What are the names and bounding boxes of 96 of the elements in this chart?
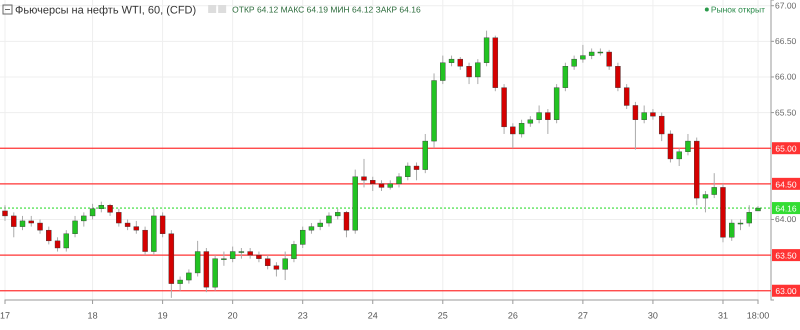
candlestick [361,158,367,188]
candlestick [230,246,236,263]
candlestick [378,180,384,192]
candlestick [54,236,60,252]
candlestick [264,254,270,270]
candlestick [221,251,227,266]
candlestick [518,119,524,138]
candlestick [588,48,594,60]
x-tick-label: 17 [0,310,10,321]
candlestick [685,133,691,156]
candlestick [545,108,551,134]
candlestick [510,122,516,149]
ref-line-label: 64.16 [775,204,797,214]
x-tick-label: 30 [648,310,658,321]
candlestick [64,230,69,252]
chart-title: Фьючерсы на нефть WTI, 60, (CFD) [15,4,196,16]
candlestick [2,204,8,222]
y-tick-label: 66.00 [775,72,797,82]
candlestick [388,180,393,190]
x-tick-label: 31 [718,310,728,321]
candlestick [256,251,262,263]
candlestick [160,212,166,238]
candlestick [318,218,323,231]
candlestick [738,218,744,231]
candlestick [641,104,647,124]
ref-line-label: 64.50 [775,179,797,190]
ref-line-label: 65.00 [775,144,797,154]
annotation: Рынок открыт [710,4,766,14]
candlestick [116,208,122,228]
candlestick [308,222,314,234]
x-tick-label: 24 [368,310,378,321]
candlestick [676,148,682,167]
candlestick [658,112,664,142]
candlestick [528,116,534,128]
x-tick-label: 27 [578,310,588,321]
x-tick-label: 23 [298,310,308,321]
candlestick [396,172,402,188]
candlestick [28,215,34,228]
candlestick [81,212,86,228]
candlestick [291,240,297,263]
candlestick [458,56,463,70]
candlestick [238,247,244,260]
candlestick [536,104,542,124]
ref-line-label: 63.00 [775,286,797,296]
candlestick [142,226,148,256]
candlestick [414,162,420,181]
candlestick [247,247,253,260]
candlestick [20,215,26,231]
candlestick [124,218,130,231]
x-tick-label: 25 [438,310,448,321]
candlestick [606,49,612,70]
candlestick [571,55,577,70]
candlestick [580,44,586,64]
candlestick [615,62,621,92]
y-tick-label: 67.00 [775,0,797,10]
candlestick [650,108,656,120]
x-tick-label: 18 [88,310,98,321]
candlestick [624,84,630,110]
candlestick [134,220,140,234]
candlestick [300,226,306,248]
candlestick [11,212,16,238]
y-tick-label: 65.50 [775,107,797,118]
candlestick [98,201,104,213]
candlestick [107,203,113,216]
candlestick [282,251,288,281]
candlestick [405,162,410,181]
candlestick [90,203,96,220]
candlestick [746,204,752,228]
y-tick-label: 64.00 [775,214,797,224]
candlestick [274,262,280,277]
candlestick [712,172,717,199]
candlestick [37,218,43,234]
candlestick [448,55,454,67]
candlestick [562,62,568,92]
annotation: ОТКР 64.12 МАКС 64.19 МИН 64.12 ЗАКР 64.16 [232,4,421,14]
candlestick [475,58,481,85]
x-tick-label: 20 [228,310,238,321]
candlestick [702,190,708,213]
candlestick [326,212,332,228]
x-tick-label: 26 [508,310,518,321]
candlestick [335,208,340,220]
ref-line-label: 63.50 [775,250,797,261]
candlestick [46,226,52,245]
x-tick-label: 18:00 [746,310,770,321]
candlestick [466,62,472,85]
candlestick [440,55,446,85]
candlestick [194,240,200,277]
candlestick [729,218,734,242]
candlestick [344,210,350,238]
candlestick [370,176,376,192]
candlestick [177,276,183,292]
candlestick [186,268,192,284]
candlestick [72,215,78,238]
candlestick [632,101,638,150]
x-tick-label: 19 [158,310,168,321]
y-tick-label: 66.50 [775,36,797,46]
